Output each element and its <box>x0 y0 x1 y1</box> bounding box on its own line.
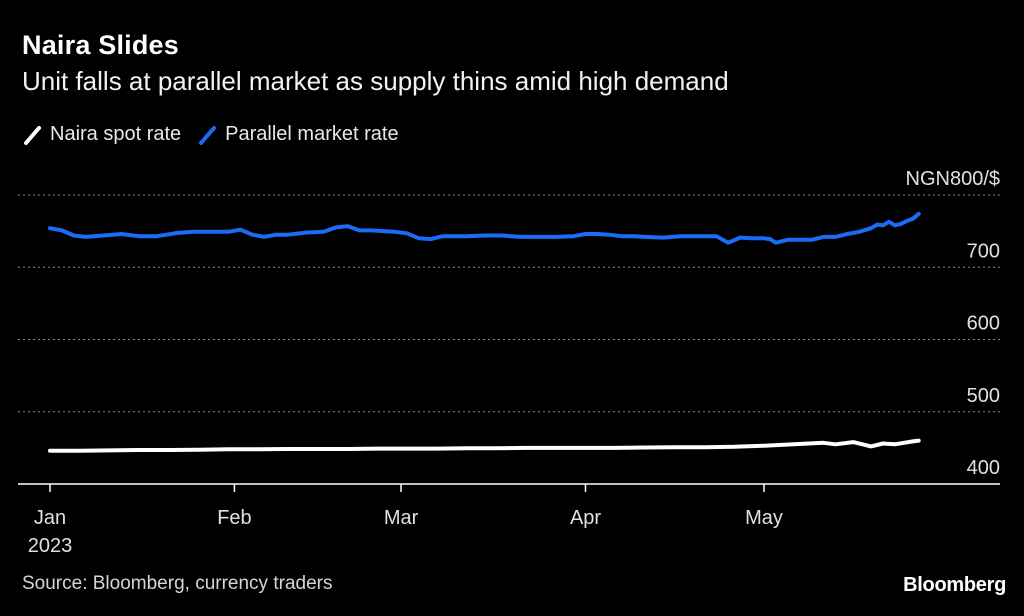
x-tick-label: Mar <box>384 507 419 529</box>
y-tick-label: 700 <box>967 240 1000 262</box>
legend-swatch-line-spot <box>24 125 41 145</box>
x-tick-label: May <box>745 507 783 529</box>
chart-title: Naira Slides <box>22 30 179 60</box>
legend-swatch-line-parallel <box>199 125 217 145</box>
series-line-naira-spot-rate <box>48 438 921 453</box>
legend-swatch-parallel <box>199 125 217 145</box>
chart-subtitle: Unit falls at parallel market as supply … <box>22 66 729 96</box>
x-tick-label: Feb <box>217 507 251 529</box>
legend: Naira spot rate Parallel market rate <box>22 123 415 146</box>
y-tick-label: 400 <box>967 457 1000 479</box>
y-tick-label: 500 <box>967 385 1000 407</box>
y-tick-label: NGN800/$ <box>906 168 1001 190</box>
source-note: Source: Bloomberg, currency traders <box>22 573 333 594</box>
x-tick-label: Apr <box>570 507 601 529</box>
legend-label-parallel: Parallel market rate <box>225 123 399 145</box>
x-tick-sublabel: 2023 <box>28 535 73 557</box>
legend-item-parallel: Parallel market rate <box>197 123 399 146</box>
x-tick-label: Jan <box>34 507 66 529</box>
series-line-parallel-market-rate <box>48 211 921 245</box>
bloomberg-logo: Bloomberg <box>903 574 1006 596</box>
legend-swatch-spot <box>24 125 41 145</box>
legend-label-spot: Naira spot rate <box>50 123 182 145</box>
y-tick-label: 600 <box>967 313 1000 335</box>
legend-item-spot: Naira spot rate <box>22 123 181 146</box>
